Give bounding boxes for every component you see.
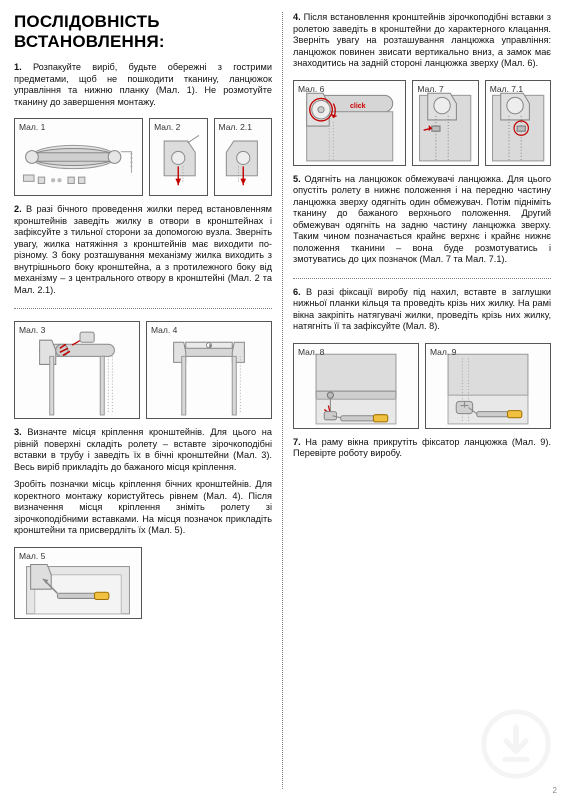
step-3b-text: Зробіть позначки місць кріплення бічних …	[14, 479, 272, 537]
step-6-text: 6. В разі фіксації виробу під нахил, вст…	[293, 287, 551, 333]
right-column: 4. Після встановлення кронштейнів зірочк…	[283, 12, 551, 789]
figure-71-label: Мал. 7.1	[490, 84, 523, 94]
figure-3: Мал. 3	[14, 321, 140, 419]
step-4-text: 4. Після встановлення кронштейнів зірочк…	[293, 12, 551, 70]
watermark-icon	[481, 709, 551, 779]
step-4-body: Після встановлення кронштейнів зірочкопо…	[293, 12, 551, 68]
figure-6: Мал. 6 click	[293, 80, 406, 166]
step-5-body: Одягніть на ланцюжок обмежувачі ланцюжка…	[293, 174, 551, 265]
step-1-text: 1. Розпакуйте виріб, будьте обережні з г…	[14, 62, 272, 108]
figure-9-label: Мал. 9	[430, 347, 456, 357]
step-2-text: 2. В разі бічного проведення жилки перед…	[14, 204, 272, 296]
step-7-text: 7. На раму вікна прикрутіть фіксатор лан…	[293, 437, 551, 460]
step-7-body: На раму вікна прикрутіть фіксатор ланцюж…	[293, 437, 551, 459]
figure-8: Мал. 8	[293, 343, 419, 429]
step-1-body: Розпакуйте виріб, будьте обережні з гост…	[14, 62, 272, 107]
divider-left-1	[14, 308, 272, 309]
figure-2: Мал. 2	[149, 118, 207, 196]
figure-5: Мал. 5	[14, 547, 142, 619]
click-label: click	[350, 103, 366, 110]
step-3a-text: 3. Визначте місця кріплення кронштейнів.…	[14, 427, 272, 473]
figure-4: Мал. 4	[146, 321, 272, 419]
figure-9: Мал. 9	[425, 343, 551, 429]
figure-7: Мал. 7	[412, 80, 478, 166]
step-5-text: 5. Одягніть на ланцюжок обмежувачі ланцю…	[293, 174, 551, 266]
figure-5-label: Мал. 5	[19, 551, 45, 561]
figure-8-label: Мал. 8	[298, 347, 324, 357]
figure-6-label: Мал. 6	[298, 84, 324, 94]
figure-1: Мал. 1	[14, 118, 143, 196]
divider-right-1	[293, 278, 551, 279]
left-column: ПОСЛІДОВНІСТЬ ВСТАНОВЛЕННЯ: 1. Розпакуйт…	[14, 12, 282, 789]
step-3b-body: Зробіть позначки місць кріплення бічних …	[14, 479, 272, 535]
figure-7-label: Мал. 7	[417, 84, 443, 94]
figure-1-label: Мал. 1	[19, 122, 45, 132]
figure-21-label: Мал. 2.1	[219, 122, 252, 132]
figure-4-label: Мал. 4	[151, 325, 177, 335]
step-3a-body: Визначте місця кріплення кронштейнів. Дл…	[14, 427, 272, 472]
page-title: ПОСЛІДОВНІСТЬ ВСТАНОВЛЕННЯ:	[14, 12, 272, 52]
figure-21: Мал. 2.1	[214, 118, 272, 196]
figure-2-label: Мал. 2	[154, 122, 180, 132]
step-2-body: В разі бічного проведення жилки перед вс…	[14, 204, 272, 295]
figure-71: Мал. 7.1	[485, 80, 551, 166]
figure-3-label: Мал. 3	[19, 325, 45, 335]
step-6-body: В разі фіксації виробу під нахил, вставт…	[293, 287, 551, 332]
page-number: 2	[553, 786, 557, 795]
